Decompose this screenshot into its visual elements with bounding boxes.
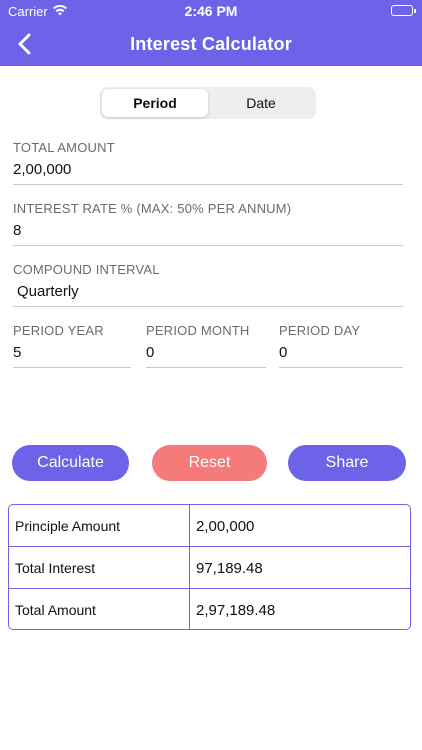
table-row: Principle Amount 2,00,000 bbox=[9, 505, 410, 547]
total-interest-label: Total Interest bbox=[9, 547, 190, 588]
total-amount-label: TOTAL AMOUNT bbox=[13, 140, 115, 155]
nav-header: Carrier 2:46 PM Interest Calculator bbox=[0, 0, 422, 66]
total-amount-field-group: TOTAL AMOUNT 2,00,000 bbox=[13, 140, 403, 185]
period-day-field-group: PERIOD DAY 0 bbox=[279, 323, 403, 368]
period-year-input[interactable]: 5 bbox=[13, 344, 131, 368]
period-month-label: PERIOD MONTH bbox=[146, 323, 250, 338]
interest-rate-input[interactable]: 8 bbox=[13, 222, 403, 246]
interest-rate-field-group: INTEREST RATE % (MAX: 50% PER ANNUM) 8 bbox=[13, 201, 403, 246]
period-day-label: PERIOD DAY bbox=[279, 323, 361, 338]
status-time: 2:46 PM bbox=[184, 3, 238, 19]
total-amount-result-value: 2,97,189.48 bbox=[196, 602, 276, 619]
calculate-button[interactable]: Calculate bbox=[12, 445, 129, 481]
compound-interval-select[interactable]: Quarterly bbox=[13, 283, 403, 307]
results-table: Principle Amount 2,00,000 Total Interest… bbox=[8, 504, 411, 630]
period-year-field-group: PERIOD YEAR 5 bbox=[13, 323, 131, 368]
compound-interval-label: COMPOUND INTERVAL bbox=[13, 262, 160, 277]
compound-interval-field-group: COMPOUND INTERVAL Quarterly bbox=[13, 262, 403, 307]
period-month-field-group: PERIOD MONTH 0 bbox=[146, 323, 266, 368]
wifi-icon bbox=[53, 4, 67, 16]
segment-period[interactable]: Period bbox=[102, 89, 208, 117]
total-amount-result-label: Total Amount bbox=[9, 589, 190, 629]
period-year-label: PERIOD YEAR bbox=[13, 323, 104, 338]
principle-amount-label: Principle Amount bbox=[9, 505, 190, 546]
reset-button[interactable]: Reset bbox=[152, 445, 267, 481]
total-interest-value: 97,189.48 bbox=[196, 560, 263, 577]
share-button[interactable]: Share bbox=[288, 445, 406, 481]
status-bar: Carrier 2:46 PM bbox=[0, 0, 422, 22]
battery-icon bbox=[391, 5, 416, 16]
table-row: Total Amount 2,97,189.48 bbox=[9, 589, 410, 629]
period-day-input[interactable]: 0 bbox=[279, 344, 403, 368]
back-arrow-icon[interactable] bbox=[12, 30, 40, 58]
carrier-label: Carrier bbox=[8, 4, 48, 19]
interest-rate-label: INTEREST RATE % (MAX: 50% PER ANNUM) bbox=[13, 201, 292, 216]
page-title: Interest Calculator bbox=[130, 34, 292, 54]
principle-amount-value: 2,00,000 bbox=[196, 518, 255, 535]
table-row: Total Interest 97,189.48 bbox=[9, 547, 410, 589]
mode-segmented-control: Period Date bbox=[100, 87, 316, 119]
total-amount-input[interactable]: 2,00,000 bbox=[13, 161, 403, 185]
segment-date[interactable]: Date bbox=[246, 95, 276, 111]
period-month-input[interactable]: 0 bbox=[146, 344, 266, 368]
